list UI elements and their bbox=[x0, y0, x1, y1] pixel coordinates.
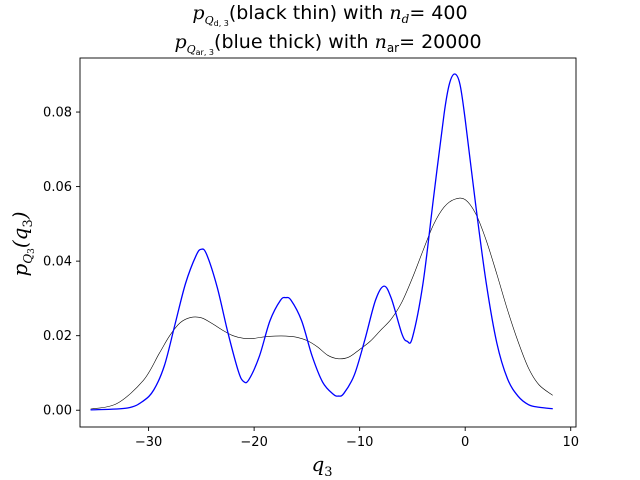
y-tick-label: 0.06 bbox=[43, 180, 72, 195]
y-tick-label: 0.04 bbox=[43, 255, 72, 270]
title2-subscript: Qar, 3 bbox=[187, 43, 214, 57]
title2-text: (blue thick) with bbox=[214, 31, 369, 53]
title1-rhs: = 400 bbox=[409, 2, 467, 24]
series-line-black-thin bbox=[90, 197, 553, 410]
series-line-blue-thick bbox=[90, 73, 553, 411]
title2-var: n bbox=[369, 31, 387, 53]
series-layer bbox=[90, 73, 553, 411]
y-axis-label: pQ3(q3) bbox=[8, 211, 37, 276]
y-tick-label: 0.02 bbox=[43, 329, 72, 344]
y-tick-label: 0.00 bbox=[43, 404, 72, 419]
y-axis-ticks: 0.00 0.02 0.04 0.06 0.08 bbox=[43, 106, 80, 419]
x-tick-label: −20 bbox=[240, 435, 267, 450]
title1-symbol: p bbox=[192, 2, 204, 24]
title1-var: n bbox=[383, 2, 401, 24]
chart-title-line2: pQar, 3(blue thick) with nar= 20000 bbox=[174, 31, 481, 57]
x-axis-ticks: −30 −20 −10 0 10 bbox=[135, 427, 579, 450]
y-tick-label: 0.08 bbox=[43, 106, 72, 121]
x-tick-label: −30 bbox=[135, 435, 162, 450]
plot-frame bbox=[79, 57, 577, 428]
x-tick-label: 10 bbox=[562, 435, 579, 450]
title2-var-sub: ar bbox=[387, 41, 399, 55]
x-axis-label: q3 bbox=[311, 452, 332, 480]
chart-title-line1: pQd, 3(black thin) with nd= 400 bbox=[192, 2, 467, 28]
x-tick-label: 0 bbox=[461, 435, 469, 450]
title1-subscript: Qd, 3 bbox=[205, 14, 229, 28]
title2-symbol: p bbox=[174, 31, 186, 53]
title1-text: (black thin) with bbox=[229, 2, 383, 24]
title2-rhs: = 20000 bbox=[399, 31, 481, 53]
title1-var-sub: d bbox=[402, 12, 410, 26]
x-tick-label: −10 bbox=[346, 435, 373, 450]
